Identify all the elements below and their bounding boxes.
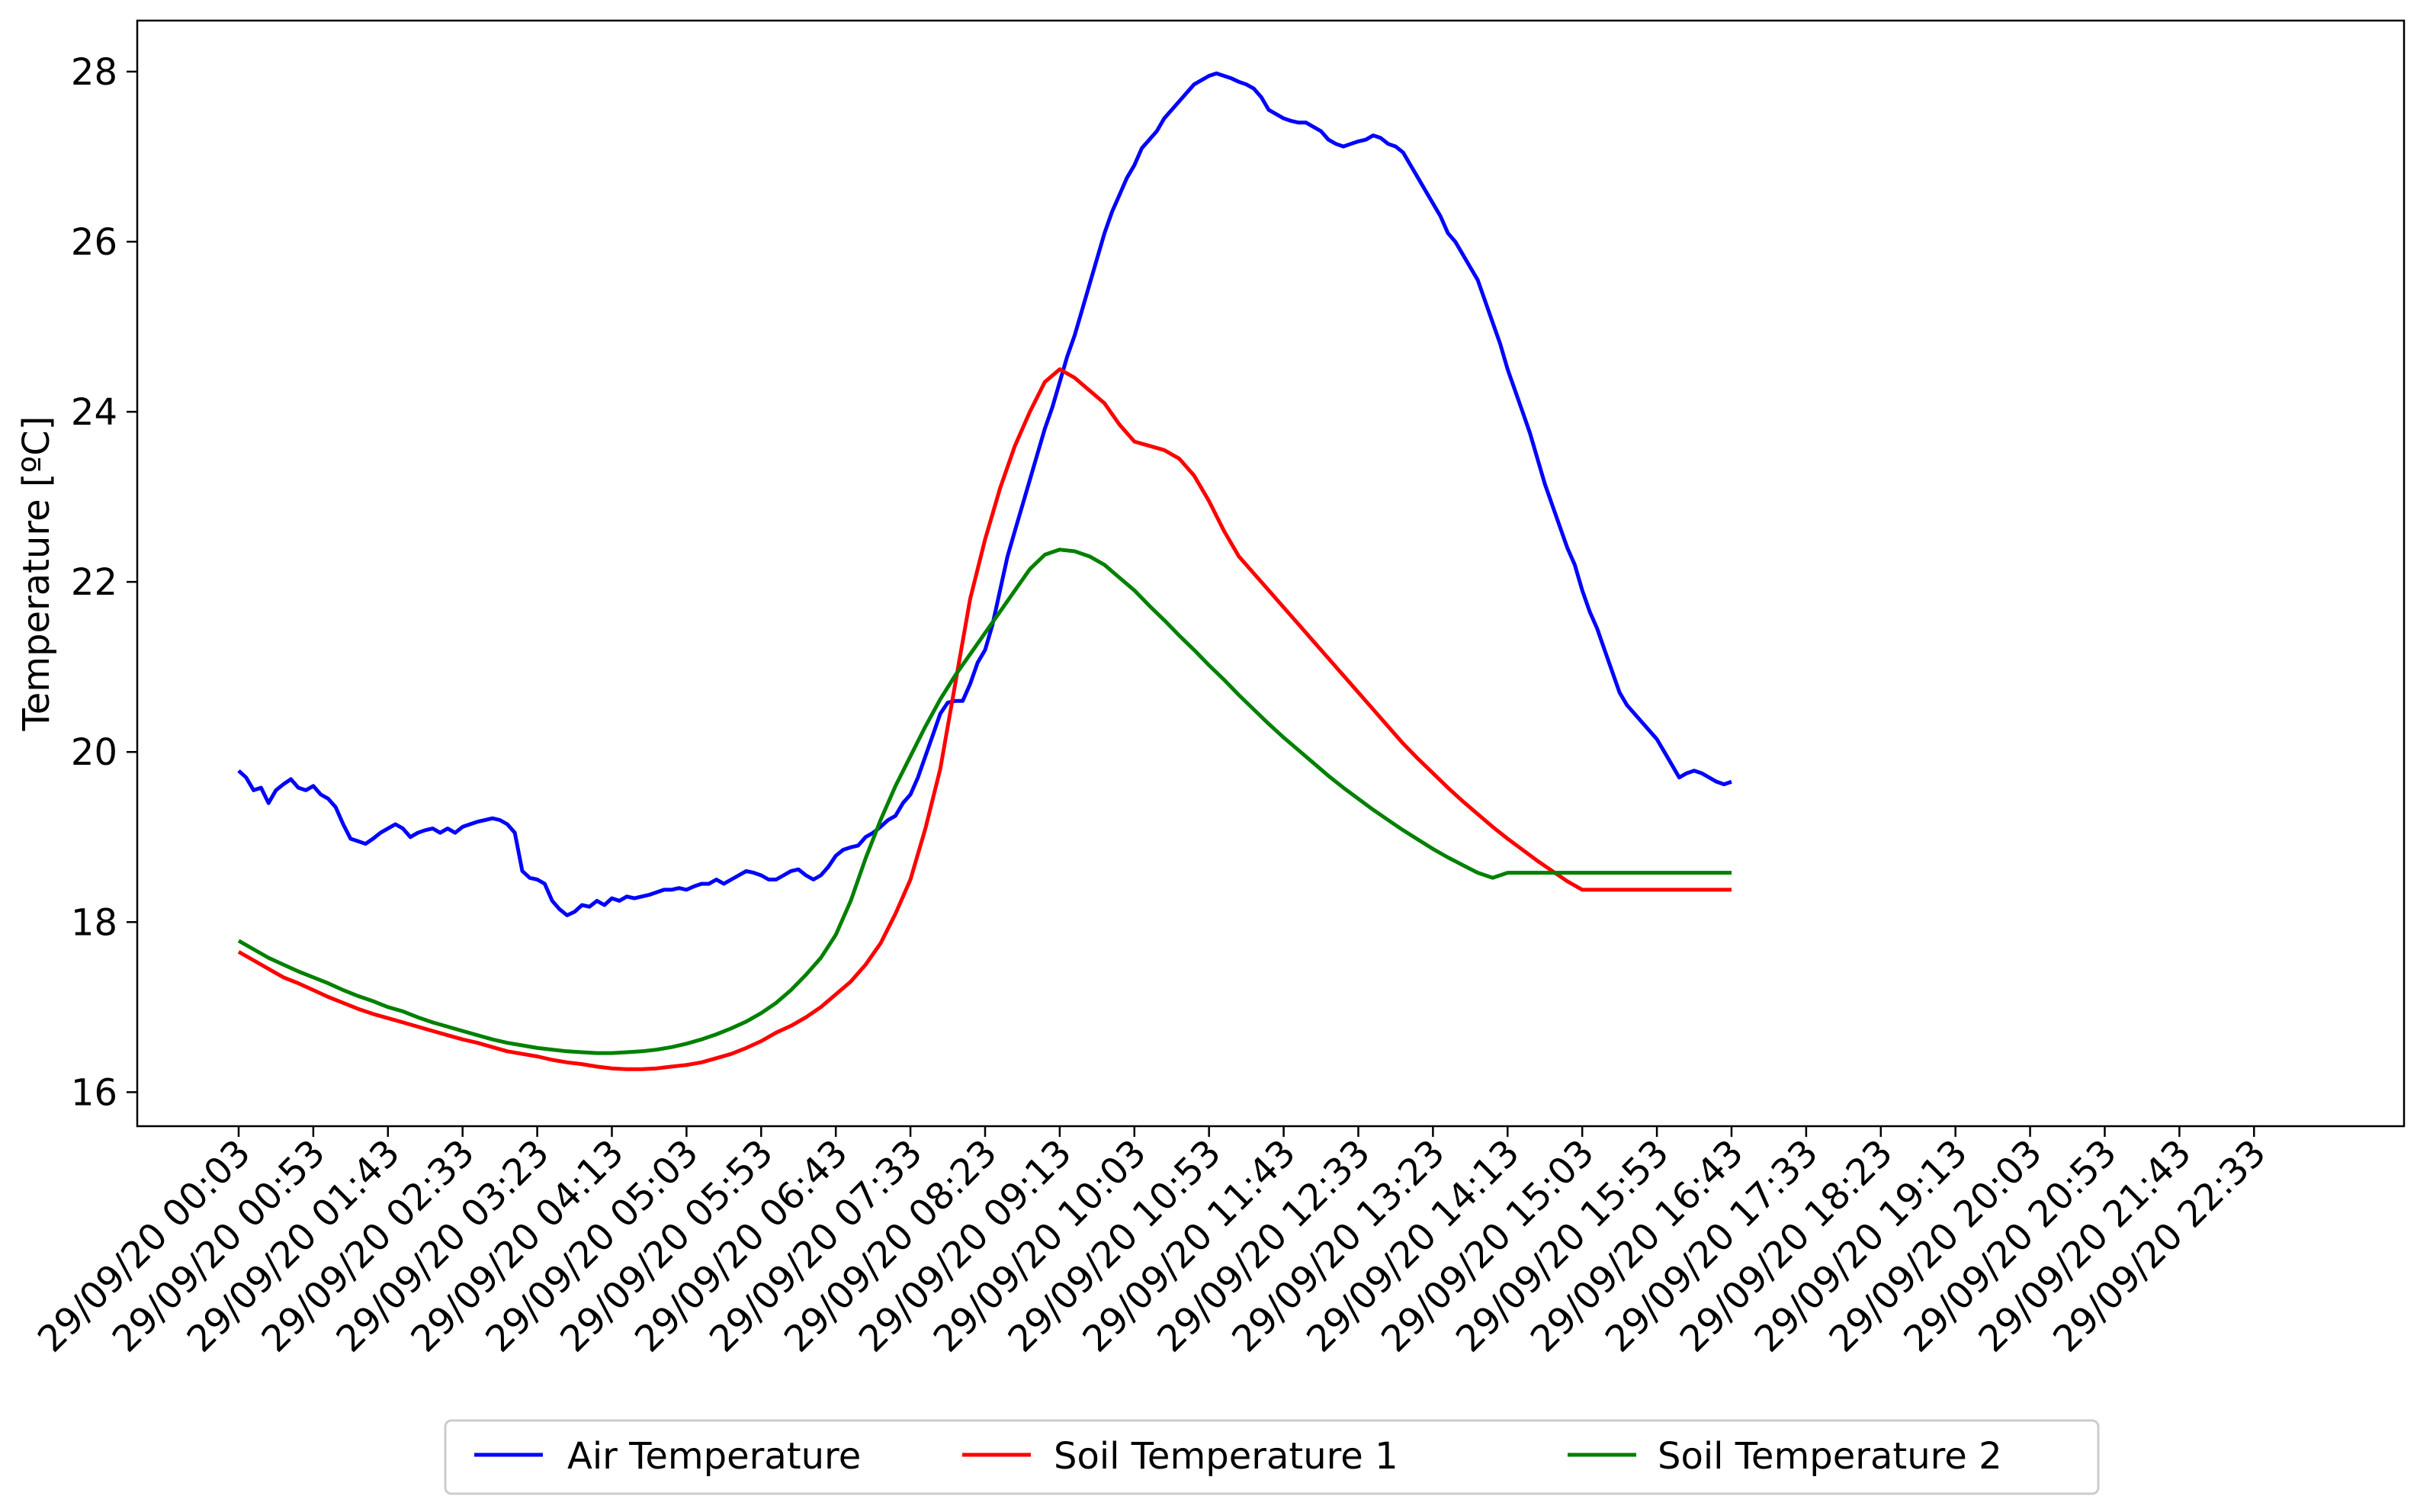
legend: Air Temperature Soil Temperature 1 Soil … [444, 1419, 2100, 1495]
y-tick-label: 20 [71, 731, 117, 774]
y-tick-label: 24 [71, 391, 117, 434]
series-line-air-temperature [237, 71, 1732, 917]
y-tick-label: 22 [71, 561, 117, 604]
y-tick-label: 16 [71, 1071, 117, 1114]
series-lines [237, 71, 1732, 1071]
y-axis-ticks: 16 18 20 22 24 26 28 [71, 51, 137, 1114]
y-tick-label: 18 [71, 901, 117, 944]
y-tick-label: 26 [71, 221, 117, 264]
legend-label-soil-temperature-2: Soil Temperature 2 [1658, 1435, 2002, 1478]
legend-box [444, 1419, 2100, 1495]
y-tick-label: 28 [71, 51, 117, 94]
series-line-soil-temperature-1 [237, 367, 1732, 1071]
legend-label-air-temperature: Air Temperature [567, 1435, 861, 1478]
y-axis-label: Temperature [ºC] [15, 416, 58, 732]
plot-area [136, 19, 2406, 1128]
series-line-soil-temperature-2 [237, 547, 1732, 1055]
legend-label-soil-temperature-1: Soil Temperature 1 [1054, 1435, 1398, 1478]
